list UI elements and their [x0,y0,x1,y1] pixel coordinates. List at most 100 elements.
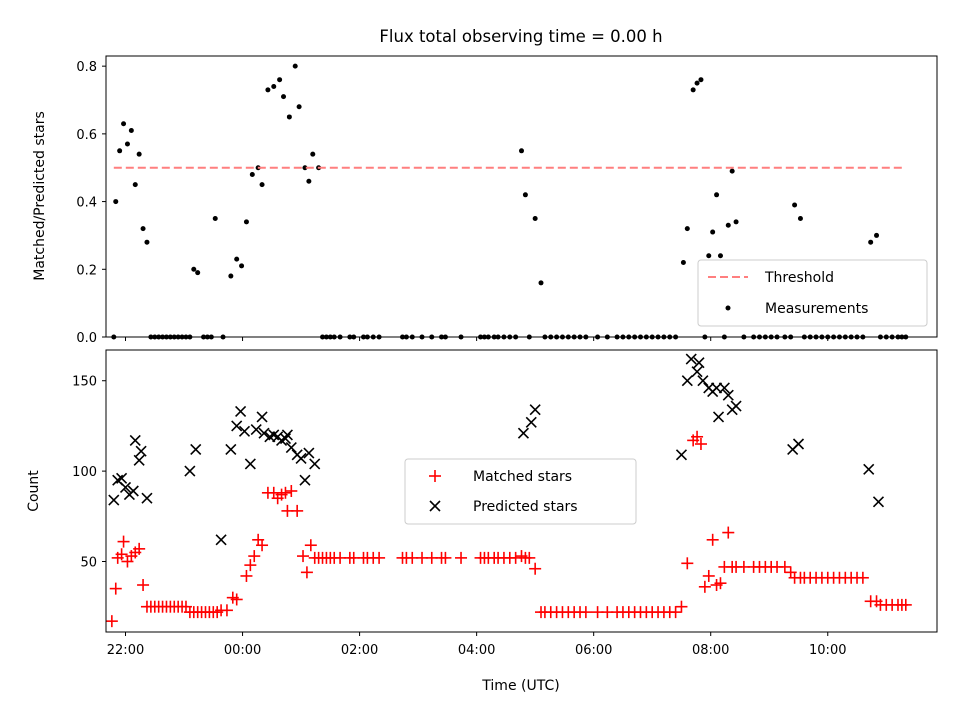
predicted-star-point [730,400,742,412]
legend-threshold-label: Threshold [764,270,834,286]
matched-star-point [117,535,130,548]
measurement-point [128,127,134,133]
matched-star-point [230,593,243,606]
measurement-point [792,202,798,208]
matched-star-point [297,550,310,563]
measurement-point [717,253,723,259]
predicted-star-point [184,465,196,477]
measurement-point [271,83,277,89]
predicted-star-point [309,458,321,470]
top-y-axis-label: Matched/Predicted stars [32,111,48,281]
measurement-point [519,148,524,154]
x-axis-label: Time (UTC) [481,678,559,694]
predicted-star-point [792,438,805,450]
matched-star-point [248,550,261,563]
predicted-star-point [225,443,237,455]
matched-star-point [220,604,233,617]
predicted-star-point [718,382,730,394]
matched-star-point [778,560,791,573]
matched-star-point [669,606,682,619]
measurement-point [522,192,528,198]
x-tick-label: 02:00 [341,643,378,658]
predicted-star-point [129,434,141,446]
predicted-star-point [119,481,132,493]
measurement-point [195,270,201,276]
predicted-star-point [127,485,139,497]
legend-matched-label: Matched stars [473,469,572,485]
x-tick-label: 00:00 [224,643,261,658]
predicted-stars-points [108,353,885,546]
matched-star-point [304,539,317,552]
measurement-point [538,280,544,286]
top-y-ticks: 0.0 0.2 0.4 0.6 0.8 [76,60,106,346]
top-legend-frame [697,259,928,327]
matched-star-point [279,486,292,499]
matched-star-point [694,438,707,450]
matched-star-point [675,600,688,613]
measurement-point [296,104,302,110]
matched-star-point [105,615,118,628]
matched-star-point [291,504,304,517]
predicted-star-point [285,442,297,454]
predicted-star-point [295,452,307,465]
predicted-star-point [872,496,885,508]
measurement-point [694,80,700,86]
x-tick-label: 08:00 [692,643,729,658]
matched-star-point [137,579,150,591]
predicted-star-point [279,433,292,445]
x-tick-label: 10:00 [809,643,846,658]
bottom-y-tick-label: 150 [72,375,97,390]
measurement-point [868,239,874,245]
bottom-legend-frame [404,458,637,525]
predicted-star-point [238,425,251,437]
predicted-star-point [244,458,256,470]
measurement-point [710,229,716,235]
predicted-star-point [675,449,688,461]
x-tick-label: 06:00 [575,643,612,658]
predicted-star-point [529,404,541,416]
measurement-point [140,226,146,232]
top-y-tick-label: 0.6 [76,128,97,143]
measurement-point [729,168,735,174]
top-panel: 0.00.20.40.60.8 Matched/Predicted stars … [32,55,938,346]
matched-star-point [579,606,592,619]
legend-matched-swatch [429,470,441,482]
measurement-point [132,182,138,188]
top-x-tick-marks [125,337,829,341]
matched-star-point [256,539,269,552]
predicted-star-point [231,420,243,432]
measurement-point [714,192,720,198]
top-y-tick-label: 0.0 [76,331,97,346]
measurement-point [698,77,704,83]
measurement-point [306,178,312,184]
matched-star-point [240,569,253,582]
predicted-star-point [215,534,227,546]
top-plot-frame [105,55,938,338]
matched-star-point [244,559,257,572]
predicted-star-point [303,447,315,459]
bottom-y-axis-label: Count [26,470,42,512]
matched-star-point [899,598,912,611]
measurement-point [259,182,265,188]
predicted-star-point [691,366,703,378]
top-y-tick-label: 0.2 [76,263,97,278]
measurement-point [277,77,283,83]
matched-star-point [681,557,694,570]
predicted-star-point [525,416,537,428]
measurement-point [532,216,538,222]
measurement-point [684,226,690,232]
measurement-point [690,87,696,93]
bottom-plot-frame [105,349,938,633]
predicted-star-point [712,411,725,423]
measurement-point [228,273,234,279]
bottom-x-ticks: 22:00 00:00 02:00 04:00 06:00 08:00 10:00 [107,632,846,658]
predicted-star-point [281,429,293,441]
measurement-point [797,216,803,222]
predicted-star-point [685,353,697,365]
matched-star-point [856,571,869,584]
predicted-star-point [722,389,734,401]
measurement-point [212,216,218,222]
predicted-star-point [250,423,262,436]
measurement-point [249,171,255,177]
